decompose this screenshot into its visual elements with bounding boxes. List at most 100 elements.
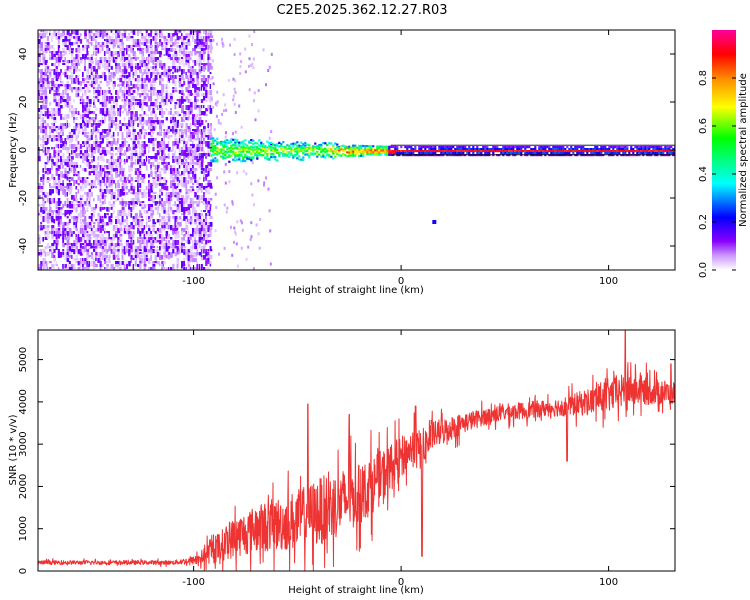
heatmap-cell [350,154,353,157]
heatmap-cell [460,150,463,153]
heatmap-cell [68,252,72,255]
heatmap-cell [60,126,64,132]
heatmap-cell [181,231,183,236]
heatmap-cell [156,90,160,96]
heatmap-cell [170,99,173,102]
heatmap-cell [296,153,299,156]
heatmap-cell [564,152,567,155]
heatmap-cell [390,145,393,148]
heatmap-cell [506,150,509,153]
heatmap-cell [130,213,133,218]
heatmap-cell [134,219,137,224]
heatmap-cell [134,153,138,156]
heatmap-cell [115,99,118,105]
heatmap-cell [99,183,102,187]
heatmap-cell [187,84,191,89]
heatmap-cell [108,267,111,270]
heatmap-cell [99,204,103,208]
heatmap-cell [159,198,161,202]
heatmap-cell [143,36,147,42]
heatmap-cell [82,222,84,226]
heatmap-cell [194,45,198,49]
heatmap-cell [106,150,109,154]
heatmap-cell [163,201,166,207]
heatmap-cell [101,129,105,133]
heatmap-cell [60,174,62,179]
heatmap-cell [123,123,127,127]
heatmap-cell [178,243,181,248]
heatmap-cell [612,152,615,155]
heatmap-cell [185,201,188,204]
heatmap-cell [176,57,179,62]
heatmap-cell [119,177,123,182]
heatmap-cell [196,162,200,166]
heatmap-cell [137,264,140,267]
heatmap-cell [178,114,181,117]
heatmap-cell [86,255,89,261]
heatmap-cell [112,192,116,195]
heatmap-cell [86,159,90,163]
heatmap-cell [49,90,51,94]
heatmap-cell [152,246,156,249]
heatmap-cell [139,246,141,249]
heatmap-cell [267,187,270,191]
heatmap-cell [198,234,201,239]
heatmap-cell [106,249,109,252]
heatmap-cell [104,222,107,227]
heatmap-cell [266,158,269,161]
heatmap-cell [506,148,509,151]
heatmap-cell [194,267,198,270]
heatmap-cell [88,171,91,176]
heatmap-cell [176,60,179,63]
heatmap-cell [119,108,122,111]
heatmap-cell [368,147,371,150]
heatmap-cell [426,150,429,153]
heatmap-cell [604,150,607,153]
heatmap-cell [362,150,365,154]
heatmap-cell [156,207,159,212]
heatmap-cell [73,231,75,234]
heatmap-cell [99,141,103,144]
heatmap-cell [152,210,155,216]
heatmap-cell [130,240,132,243]
heatmap-cell [68,60,71,64]
heatmap-cell [51,69,53,72]
heatmap-cell [594,146,597,149]
heatmap-cell [642,148,645,151]
heatmap-cell [386,151,389,154]
heatmap-cell [119,240,122,243]
heatmap-cell [540,152,543,155]
heatmap-cell [368,145,371,148]
heatmap-cell [226,148,229,151]
heatmap-cell [64,75,67,78]
heatmap-cell [672,148,675,151]
heatmap-cell [530,152,533,155]
heatmap-cell [610,146,613,149]
heatmap-cell [156,231,159,236]
heatmap-cell [159,81,162,86]
heatmap-cell [161,42,163,48]
heatmap-cell [268,152,271,155]
heatmap-cell [370,147,373,150]
heatmap-cell [148,78,151,83]
heatmap-cell [121,111,124,114]
heatmap-cell [154,237,157,241]
heatmap-cell [366,145,369,148]
heatmap-cell [662,148,665,151]
heatmap-cell [272,149,275,152]
heatmap-cell [205,252,208,257]
heatmap-cell [430,146,433,149]
heatmap-cell [117,123,121,129]
heatmap-cell [141,237,144,242]
heatmap-cell [205,237,209,241]
heatmap-cell [101,234,104,238]
heatmap-cell [163,72,166,77]
heatmap-cell [46,177,49,183]
heatmap-cell [159,192,162,196]
heatmap-cell [200,105,203,109]
heatmap-cell [42,144,45,149]
heatmap-cell [130,117,133,120]
heatmap-cell [167,234,171,239]
heatmap-cell [71,72,74,78]
heatmap-cell [79,198,83,201]
